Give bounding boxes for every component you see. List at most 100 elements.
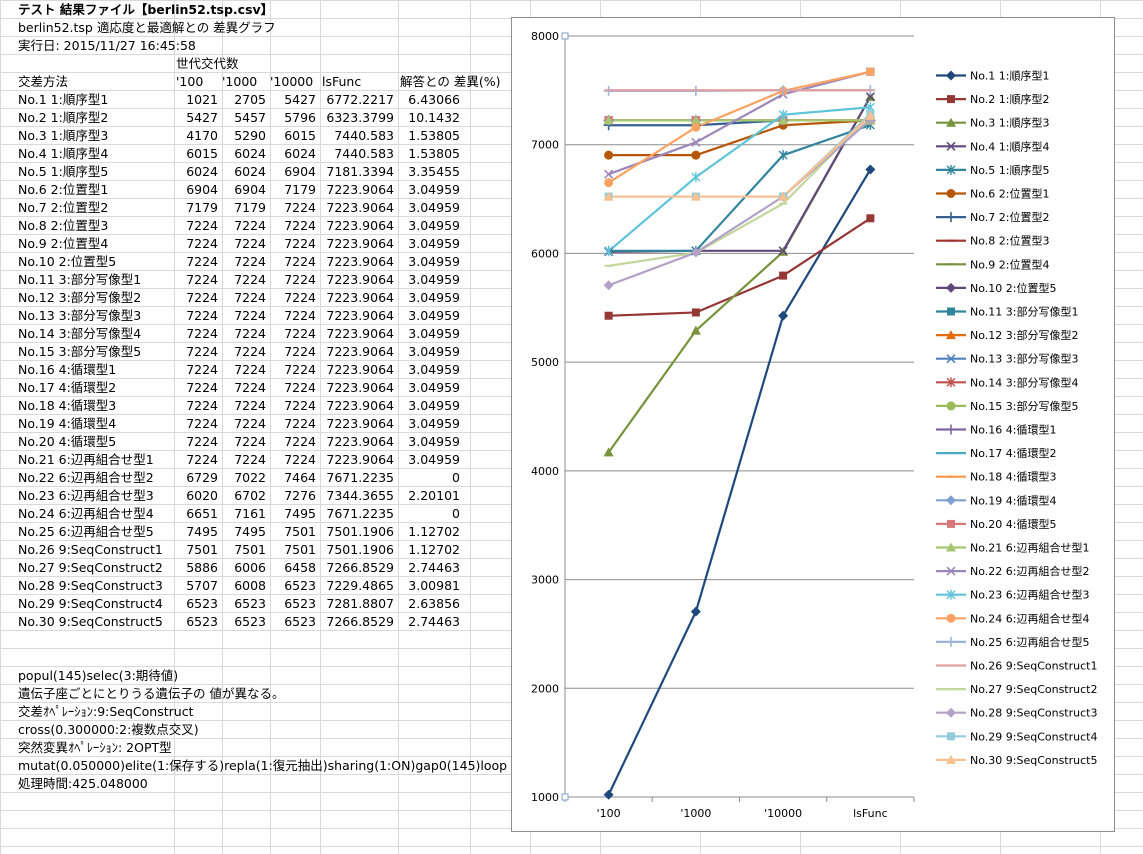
note-line[interactable]: 遺伝子座ごとにとりうる遺伝子の 値が異なる。 — [18, 686, 285, 701]
table-cell[interactable]: 3.04959 — [408, 272, 460, 287]
table-cell[interactable]: 6523 — [234, 614, 266, 629]
row-label[interactable]: No.14 3:部分写像型4 — [18, 326, 142, 341]
table-cell[interactable]: 7223.9064 — [326, 236, 394, 251]
table-cell[interactable]: 7224 — [186, 362, 218, 377]
table-cell[interactable]: 6024 — [284, 146, 316, 161]
table-cell[interactable]: 1.12702 — [408, 542, 460, 557]
table-cell[interactable]: 6523 — [284, 596, 316, 611]
row-label[interactable]: No.20 4:循環型5 — [18, 434, 117, 449]
row-label[interactable]: No.23 6:辺再組合せ型3 — [18, 488, 154, 503]
table-cell[interactable]: 7223.9064 — [326, 290, 394, 305]
table-cell[interactable]: 7224 — [234, 254, 266, 269]
table-cell[interactable]: 7224 — [284, 434, 316, 449]
table-cell[interactable]: 7224 — [234, 416, 266, 431]
table-cell[interactable]: 7671.2235 — [326, 506, 394, 521]
table-cell[interactable]: 7501 — [186, 542, 218, 557]
table-cell[interactable]: 7224 — [234, 344, 266, 359]
table-cell[interactable]: 7440.583 — [334, 146, 394, 161]
row-label[interactable]: No.17 4:循環型2 — [18, 380, 117, 395]
table-cell[interactable]: 7224 — [284, 398, 316, 413]
table-cell[interactable]: 3.04959 — [408, 344, 460, 359]
table-cell[interactable]: 7266.8529 — [326, 614, 394, 629]
table-cell[interactable]: 3.04959 — [408, 434, 460, 449]
table-cell[interactable]: 7224 — [186, 416, 218, 431]
table-cell[interactable]: 6323.3799 — [326, 110, 394, 125]
table-cell[interactable]: 7224 — [234, 380, 266, 395]
table-cell[interactable]: 6904 — [186, 182, 218, 197]
table-cell[interactable]: 1.12702 — [408, 524, 460, 539]
table-cell[interactable]: 7495 — [186, 524, 218, 539]
table-cell[interactable]: 3.04959 — [408, 326, 460, 341]
row-label[interactable]: No.7 2:位置型2 — [18, 200, 109, 215]
table-cell[interactable]: 7224 — [186, 452, 218, 467]
table-cell[interactable]: 6006 — [234, 560, 266, 575]
table-cell[interactable]: 1.53805 — [408, 128, 460, 143]
table-cell[interactable]: 7224 — [234, 272, 266, 287]
sheet-subtitle[interactable]: berlin52.tsp 適応度と最適解との 差異グラフ — [18, 20, 276, 35]
table-cell[interactable]: 0 — [452, 470, 460, 485]
generations-header[interactable]: 世代交代数 — [176, 56, 239, 71]
table-cell[interactable]: 7223.9064 — [326, 326, 394, 341]
table-cell[interactable]: 2705 — [234, 92, 266, 107]
table-cell[interactable]: 7224 — [234, 290, 266, 305]
table-cell[interactable]: 7224 — [186, 434, 218, 449]
table-cell[interactable]: 7224 — [234, 398, 266, 413]
table-cell[interactable]: 6904 — [234, 182, 266, 197]
table-cell[interactable]: 7224 — [234, 308, 266, 323]
table-cell[interactable]: 7224 — [186, 398, 218, 413]
table-cell[interactable]: 7224 — [234, 236, 266, 251]
row-label[interactable]: No.24 6:辺再組合せ型4 — [18, 506, 154, 521]
table-cell[interactable]: 5457 — [234, 110, 266, 125]
row-label[interactable]: No.1 1:順序型1 — [18, 92, 109, 107]
table-cell[interactable]: 6651 — [186, 506, 218, 521]
table-cell[interactable]: 7671.2235 — [326, 470, 394, 485]
table-cell[interactable]: 7440.583 — [334, 128, 394, 143]
row-label[interactable]: No.25 6:辺再組合せ型5 — [18, 524, 154, 539]
table-cell[interactable]: 3.35455 — [408, 164, 460, 179]
table-cell[interactable]: 7223.9064 — [326, 218, 394, 233]
table-cell[interactable]: 7501 — [284, 542, 316, 557]
table-cell[interactable]: 2.74463 — [408, 560, 460, 575]
table-cell[interactable]: 7501.1906 — [326, 524, 394, 539]
table-cell[interactable]: 7161 — [234, 506, 266, 521]
row-label[interactable]: No.28 9:SeqConstruct3 — [18, 578, 163, 593]
table-cell[interactable]: 7224 — [186, 308, 218, 323]
note-line[interactable]: cross(0.300000:2:複数点交叉) — [18, 722, 199, 737]
table-cell[interactable]: 7224 — [186, 218, 218, 233]
table-cell[interactable]: 7223.9064 — [326, 272, 394, 287]
table-cell[interactable]: 6523 — [284, 614, 316, 629]
table-cell[interactable]: 6523 — [284, 578, 316, 593]
row-label[interactable]: No.15 3:部分写像型5 — [18, 344, 142, 359]
table-cell[interactable]: 3.04959 — [408, 308, 460, 323]
row-label[interactable]: No.12 3:部分写像型2 — [18, 290, 142, 305]
table-cell[interactable]: 7501.1906 — [326, 542, 394, 557]
table-cell[interactable]: 6020 — [186, 488, 218, 503]
table-cell[interactable]: 7224 — [284, 452, 316, 467]
table-cell[interactable]: 6024 — [186, 164, 218, 179]
table-cell[interactable]: 2.20101 — [408, 488, 460, 503]
table-cell[interactable]: 6729 — [186, 470, 218, 485]
sheet-title[interactable]: テスト 結果ファイル【berlin52.tsp.csv】 — [18, 2, 274, 17]
table-cell[interactable]: 7179 — [186, 200, 218, 215]
line-chart[interactable]: 1000 2000 3000 4000 5000 6000 7000 8000 '100 '100… — [511, 17, 1115, 832]
row-label[interactable]: No.11 3:部分写像型1 — [18, 272, 142, 287]
column-header[interactable]: '10000 — [270, 74, 314, 89]
table-cell[interactable]: 7223.9064 — [326, 398, 394, 413]
table-cell[interactable]: 7223.9064 — [326, 416, 394, 431]
table-cell[interactable]: 7224 — [284, 272, 316, 287]
table-cell[interactable]: 7224 — [186, 326, 218, 341]
row-label[interactable]: No.27 9:SeqConstruct2 — [18, 560, 163, 575]
table-cell[interactable]: 7266.8529 — [326, 560, 394, 575]
table-cell[interactable]: 6.43066 — [408, 92, 460, 107]
table-cell[interactable]: 3.04959 — [408, 416, 460, 431]
table-cell[interactable]: 7223.9064 — [326, 452, 394, 467]
table-cell[interactable]: 6024 — [234, 164, 266, 179]
table-cell[interactable]: 7495 — [234, 524, 266, 539]
table-cell[interactable]: 3.00981 — [408, 578, 460, 593]
table-cell[interactable]: 7224 — [284, 308, 316, 323]
table-cell[interactable]: 7179 — [234, 200, 266, 215]
table-cell[interactable]: 7224 — [234, 218, 266, 233]
table-cell[interactable]: 7022 — [234, 470, 266, 485]
column-header[interactable]: '1000 — [222, 74, 258, 89]
table-cell[interactable]: 3.04959 — [408, 236, 460, 251]
